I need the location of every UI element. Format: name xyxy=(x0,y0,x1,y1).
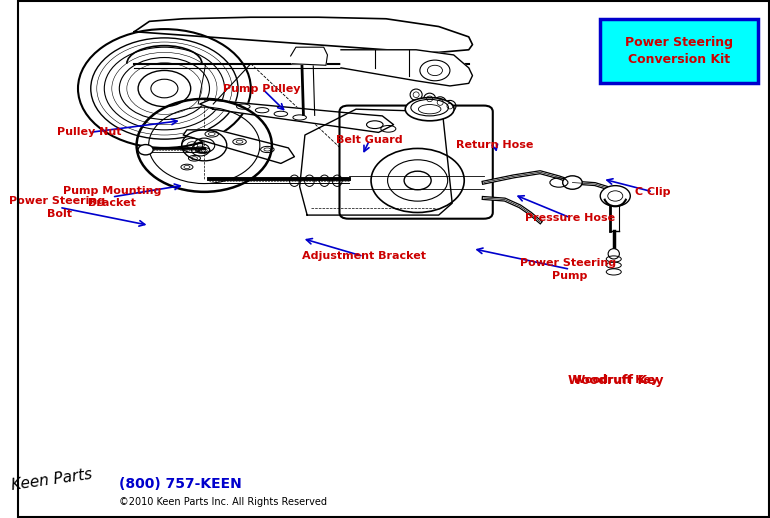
Text: Pump Mounting
Bracket: Pump Mounting Bracket xyxy=(62,186,161,208)
Text: Keen Parts: Keen Parts xyxy=(10,467,93,493)
Text: Return Hose: Return Hose xyxy=(457,140,534,150)
Circle shape xyxy=(563,176,582,189)
Text: Woodruff Key: Woodruff Key xyxy=(573,376,658,385)
Circle shape xyxy=(601,185,631,206)
Circle shape xyxy=(138,145,153,155)
Text: Woodruff Key: Woodruff Key xyxy=(567,374,663,387)
FancyBboxPatch shape xyxy=(601,19,758,83)
Text: Adjustment Bracket: Adjustment Bracket xyxy=(302,251,426,262)
Circle shape xyxy=(420,60,450,81)
Polygon shape xyxy=(341,50,473,86)
Polygon shape xyxy=(300,109,452,215)
Text: Power Steering 
Bolt: Power Steering Bolt xyxy=(9,196,109,219)
Ellipse shape xyxy=(608,249,619,259)
Ellipse shape xyxy=(405,97,454,121)
Text: C Clip: C Clip xyxy=(635,187,671,197)
Text: Pressure Hose: Pressure Hose xyxy=(525,213,615,223)
Text: Pulley Nut: Pulley Nut xyxy=(57,127,122,137)
Text: Power Steering 
Pump: Power Steering Pump xyxy=(521,258,620,281)
Text: Pump Pulley: Pump Pulley xyxy=(223,83,301,94)
Text: ©2010 Keen Parts Inc. All Rights Reserved: ©2010 Keen Parts Inc. All Rights Reserve… xyxy=(119,497,327,507)
Polygon shape xyxy=(199,100,393,133)
Text: Power Steering
Conversion Kit: Power Steering Conversion Kit xyxy=(625,36,733,66)
Text: Belt Guard: Belt Guard xyxy=(336,135,403,145)
Polygon shape xyxy=(183,130,294,163)
Text: (800) 757-KEEN: (800) 757-KEEN xyxy=(119,477,242,491)
Polygon shape xyxy=(290,47,327,65)
FancyBboxPatch shape xyxy=(340,106,493,219)
